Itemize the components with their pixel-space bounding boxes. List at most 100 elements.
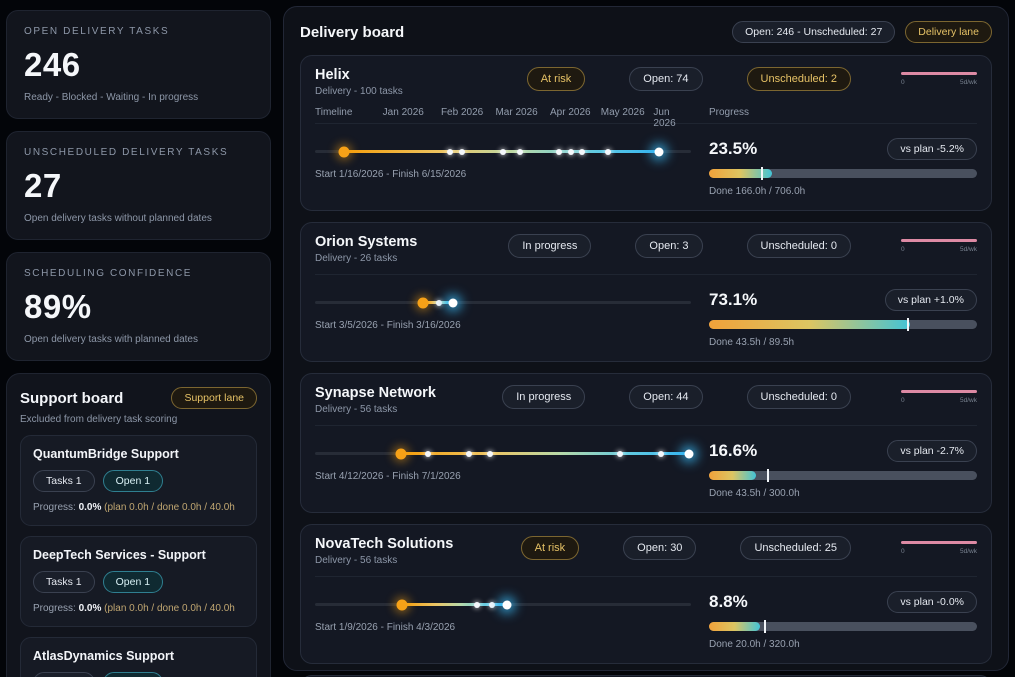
support-lane-badge[interactable]: Support lane xyxy=(171,387,257,409)
status-badge: At risk xyxy=(520,536,580,560)
column-header-month: May 2026 xyxy=(600,107,645,118)
stat-card-scheduling-confidence: SCHEDULING CONFIDENCE 89% Open delivery … xyxy=(6,252,271,361)
done-hours: Done 166.0h / 706.0h xyxy=(709,186,806,197)
stat-card-unscheduled-tasks: UNSCHEDULED DELIVERY TASKS 27 Open deliv… xyxy=(6,131,271,240)
sparkline-min-label: 0 xyxy=(901,79,905,86)
progress-percent: 23.5% xyxy=(709,139,758,158)
support-card-title: QuantumBridge Support xyxy=(33,447,179,461)
stat-label: UNSCHEDULED DELIVERY TASKS xyxy=(24,147,229,158)
sparkline-min-label: 0 xyxy=(901,548,905,555)
tasks-badge: Tasks 1 xyxy=(33,672,95,677)
delivery-lane-badge[interactable]: Delivery lane xyxy=(905,21,992,43)
done-hours: Done 43.5h / 89.5h xyxy=(709,337,795,348)
stat-value: 27 xyxy=(24,167,62,204)
vs-plan-pill: vs plan -2.7% xyxy=(887,440,977,462)
sparkline-line xyxy=(901,541,977,544)
sparkline-max-label: 5d/wk xyxy=(960,548,977,555)
column-header-month: Jun 2026 xyxy=(653,107,676,129)
unscheduled-count-pill: Unscheduled: 2 xyxy=(746,67,851,91)
sparkline-line xyxy=(901,390,977,393)
sparkline-max-label: 5d/wk xyxy=(960,79,977,86)
project-name: Orion Systems xyxy=(315,234,418,250)
timeline-dates: Start 3/5/2026 - Finish 3/16/2026 xyxy=(315,320,461,331)
open-badge: Open 1 xyxy=(102,470,164,492)
stat-value: 89% xyxy=(24,288,92,325)
support-progress-line: Progress: 0.0% (plan 0.0h / done 0.0h / … xyxy=(33,603,235,614)
unscheduled-count-pill: Unscheduled: 25 xyxy=(740,536,851,560)
sparkline-min-label: 0 xyxy=(901,397,905,404)
done-hours: Done 43.5h / 300.0h xyxy=(709,488,800,499)
project-card-synapse-network[interactable]: Synapse Network Delivery - 56 tasks In p… xyxy=(300,373,992,513)
open-count-pill: Open: 74 xyxy=(629,67,703,91)
progress-bar xyxy=(709,167,977,180)
stat-card-open-tasks: OPEN DELIVERY TASKS 246 Ready - Blocked … xyxy=(6,10,271,119)
support-card-title: DeepTech Services - Support xyxy=(33,548,206,562)
throughput-sparkline: 0 5d/wk xyxy=(901,72,977,86)
project-name: Synapse Network xyxy=(315,385,436,401)
board-summary-pill: Open: 246 - Unscheduled: 27 xyxy=(732,21,896,43)
sparkline-line xyxy=(901,239,977,242)
column-header-month: Feb 2026 xyxy=(440,107,484,118)
column-header-month: Mar 2026 xyxy=(495,107,538,118)
stat-value: 246 xyxy=(24,46,81,83)
unscheduled-count-pill: Unscheduled: 0 xyxy=(746,385,851,409)
project-subtitle: Delivery - 56 tasks xyxy=(315,555,398,566)
support-card-atlasdynamics[interactable]: AtlasDynamics Support Tasks 1 Open 1 Pro… xyxy=(20,637,257,677)
support-card-quantumbridge[interactable]: QuantumBridge Support Tasks 1 Open 1 Pro… xyxy=(20,435,257,526)
timeline-track xyxy=(315,599,691,610)
column-header-month: Apr 2026 xyxy=(550,107,591,118)
throughput-sparkline: 0 5d/wk xyxy=(901,541,977,555)
project-subtitle: Delivery - 26 tasks xyxy=(315,253,398,264)
timeline-dates: Start 4/12/2026 - Finish 7/1/2026 xyxy=(315,471,461,482)
vs-plan-pill: vs plan +1.0% xyxy=(884,289,977,311)
support-board: Support board Support lane Excluded from… xyxy=(6,373,271,677)
board-title: Delivery board xyxy=(300,23,405,41)
progress-percent: 16.6% xyxy=(709,441,758,460)
open-count-pill: Open: 3 xyxy=(635,234,703,258)
stat-label: OPEN DELIVERY TASKS xyxy=(24,26,170,37)
status-badge: In progress xyxy=(502,385,586,409)
tasks-badge: Tasks 1 xyxy=(33,470,95,492)
project-card-orion-systems[interactable]: Orion Systems Delivery - 26 tasks In pro… xyxy=(300,222,992,362)
sparkline-max-label: 5d/wk xyxy=(960,246,977,253)
open-badge: Open 1 xyxy=(102,672,164,677)
sparkline-line xyxy=(901,72,977,75)
stat-caption: Ready - Blocked - Waiting - In progress xyxy=(24,92,199,103)
vs-plan-pill: vs plan -5.2% xyxy=(887,138,977,160)
open-count-pill: Open: 44 xyxy=(629,385,703,409)
support-board-subtitle: Excluded from delivery task scoring xyxy=(20,414,178,425)
support-card-deeptech[interactable]: DeepTech Services - Support Tasks 1 Open… xyxy=(20,536,257,627)
status-badge: At risk xyxy=(526,67,586,91)
throughput-sparkline: 0 5d/wk xyxy=(901,390,977,404)
timeline-track xyxy=(315,297,691,308)
done-hours: Done 20.0h / 320.0h xyxy=(709,639,800,650)
progress-percent: 73.1% xyxy=(709,290,758,309)
support-board-title: Support board xyxy=(20,389,124,407)
timeline-track xyxy=(315,448,694,459)
tasks-badge: Tasks 1 xyxy=(33,571,95,593)
column-headers: Timeline Jan 2026 Feb 2026 Mar 2026 Apr … xyxy=(315,107,977,129)
support-card-title: AtlasDynamics Support xyxy=(33,649,175,663)
stat-caption: Open delivery tasks with planned dates xyxy=(24,334,198,345)
throughput-sparkline: 0 5d/wk xyxy=(901,239,977,253)
progress-bar xyxy=(709,318,977,331)
timeline-dates: Start 1/9/2026 - Finish 4/3/2026 xyxy=(315,622,456,633)
status-badge: In progress xyxy=(508,234,592,258)
progress-bar xyxy=(709,469,977,482)
stat-label: SCHEDULING CONFIDENCE xyxy=(24,268,193,279)
project-card-novatech-solutions[interactable]: NovaTech Solutions Delivery - 56 tasks A… xyxy=(300,524,992,664)
progress-bar xyxy=(709,620,977,633)
project-subtitle: Delivery - 100 tasks xyxy=(315,86,403,97)
delivery-board-panel: Delivery board Open: 246 - Unscheduled: … xyxy=(283,6,1009,677)
progress-percent: 8.8% xyxy=(709,592,748,611)
project-name: NovaTech Solutions xyxy=(315,536,454,552)
timeline-dates: Start 1/16/2026 - Finish 6/15/2026 xyxy=(315,169,467,180)
project-card-helix[interactable]: Helix Delivery - 100 tasks At risk Open:… xyxy=(300,55,992,211)
project-subtitle: Delivery - 56 tasks xyxy=(315,404,398,415)
vs-plan-pill: vs plan -0.0% xyxy=(887,591,977,613)
support-progress-line: Progress: 0.0% (plan 0.0h / done 0.0h / … xyxy=(33,502,235,513)
column-header-progress: Progress xyxy=(709,107,750,118)
open-badge: Open 1 xyxy=(102,571,164,593)
open-count-pill: Open: 30 xyxy=(623,536,697,560)
